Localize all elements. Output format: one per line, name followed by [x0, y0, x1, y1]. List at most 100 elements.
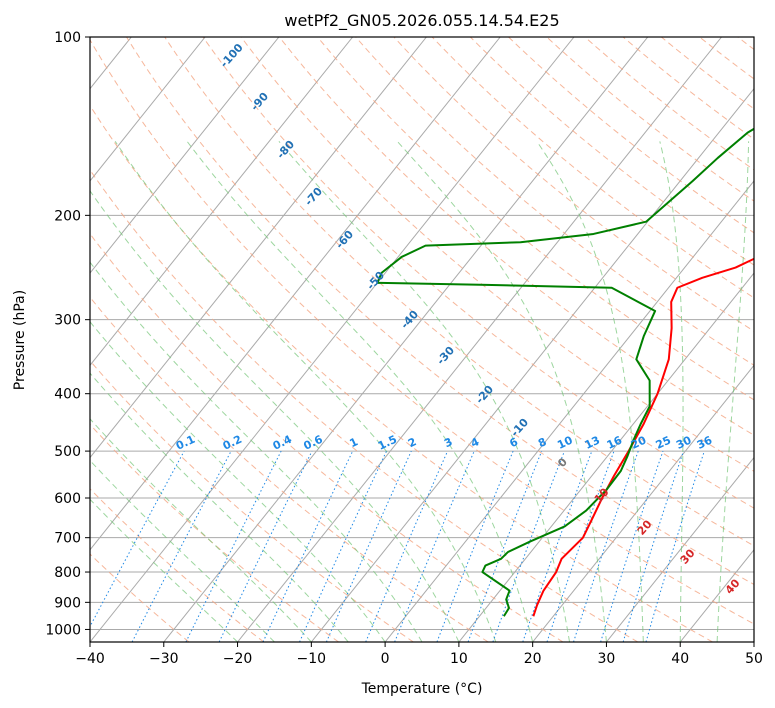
- moist-adiabat-line: [90, 261, 423, 642]
- dry-adiabat-line: [737, 37, 754, 51]
- isotherm-label: -60: [333, 228, 356, 252]
- isotherm-line: [679, 548, 754, 642]
- x-tick-label: −30: [149, 651, 179, 667]
- mixing-ratio-line: [394, 450, 475, 642]
- y-tick-label: 400: [54, 387, 81, 403]
- mixing-ratio-label: 20: [629, 433, 649, 451]
- y-tick-label: 800: [54, 565, 81, 581]
- mixing-ratio-line: [573, 450, 639, 642]
- mixing-ratio-label: 3: [442, 435, 454, 450]
- dry-adiabat-line: [355, 37, 754, 366]
- y-tick-label: 1000: [45, 622, 81, 638]
- mixing-ratio-line: [546, 450, 615, 642]
- dry-adiabat-line: [90, 169, 639, 642]
- dry-adiabat-line: [584, 37, 754, 171]
- mixing-ratio-label: 36: [695, 433, 715, 451]
- mixing-ratio-line: [365, 450, 449, 642]
- mixing-ratio-label: 1.5: [376, 433, 399, 453]
- isotherm-label: -90: [248, 90, 271, 114]
- y-tick-label: 700: [54, 531, 81, 547]
- isotherm-line: [90, 37, 501, 551]
- isotherm-line: [532, 364, 754, 642]
- isotherm-label: -20: [473, 383, 496, 407]
- dry-adiabat-line: [202, 37, 754, 509]
- isotherm-line: [384, 180, 754, 642]
- mixing-ratio-line: [325, 450, 412, 642]
- moist-adiabat-line: [396, 140, 607, 642]
- mixing-ratio-line: [299, 450, 387, 642]
- isotherm-label: 0: [555, 455, 570, 470]
- isotherm-label: -30: [434, 344, 457, 368]
- isotherm-line: [237, 37, 722, 642]
- mixing-ratio-line: [622, 450, 684, 642]
- x-tick-label: 50: [745, 651, 763, 667]
- moist-adiabat-line: [716, 141, 750, 642]
- mixing-ratio-label: 13: [583, 434, 602, 452]
- dry-adiabat-line: [508, 37, 754, 234]
- mixing-ratio-line: [600, 450, 664, 642]
- mixing-ratio-line: [218, 450, 313, 642]
- isotherm-line: [90, 37, 575, 642]
- dry-adiabat-line: [240, 37, 754, 472]
- x-tick-label: 20: [524, 651, 542, 667]
- dewpoint-profile-line: [376, 127, 754, 617]
- moist-adiabat-line: [278, 140, 571, 642]
- x-tick-label: 10: [450, 651, 468, 667]
- dry-adiabat-line: [278, 37, 754, 436]
- y-tick-label: 200: [54, 208, 81, 224]
- y-tick-label: 500: [54, 444, 81, 460]
- dry-adiabat-line: [546, 37, 754, 202]
- isotherm-line: [90, 37, 280, 274]
- temperature-profile-line: [532, 257, 754, 617]
- x-tick-label: 40: [671, 651, 689, 667]
- mixing-ratio-label: 4: [469, 435, 482, 450]
- moist-adiabat-line: [90, 190, 460, 642]
- dry-adiabat-line: [393, 37, 754, 332]
- mixing-ratio-label: 2: [406, 435, 418, 450]
- isotherm-label: -40: [398, 308, 421, 332]
- moist-adiabat-line: [90, 418, 312, 642]
- mixing-ratio-line: [645, 450, 705, 642]
- mixing-ratio-line: [262, 450, 354, 642]
- isotherm-label: -80: [274, 138, 297, 162]
- moist-adiabat-line: [90, 498, 238, 642]
- mixing-ratio-label: 1: [348, 435, 360, 450]
- isotherm-line: [753, 641, 754, 642]
- mixing-ratio-label: 8: [536, 435, 548, 450]
- moist-adiabat-line: [186, 141, 534, 642]
- dry-adiabat-line: [317, 37, 754, 401]
- isotherm-line: [90, 37, 427, 459]
- mixing-ratio-label: 30: [674, 433, 694, 451]
- mixing-ratio-line: [436, 450, 514, 642]
- dry-adiabat-line: [90, 104, 713, 642]
- mixing-ratio-line: [90, 450, 185, 628]
- mixing-ratio-label: 16: [605, 433, 625, 451]
- mixing-ratio-line: [185, 450, 282, 642]
- chart-title: wetPf2_GN05.2026.055.14.54.E25: [284, 11, 559, 31]
- mixing-ratio-label: 0.4: [271, 433, 294, 453]
- moist-adiabat-line: [659, 141, 684, 642]
- y-tick-label: 600: [54, 491, 81, 507]
- mixing-ratio-label: 25: [654, 434, 673, 452]
- moist-adiabat-line: [90, 372, 349, 642]
- y-tick-label: 900: [54, 595, 81, 611]
- x-axis-title: Temperature (°C): [361, 681, 483, 697]
- isotherm-line: [90, 37, 206, 182]
- x-tick-label: 30: [598, 651, 616, 667]
- dry-adiabat-line: [90, 232, 564, 642]
- dry-adiabat-line: [661, 37, 754, 110]
- isotherm-line: [458, 272, 754, 642]
- dry-adiabat-line: [90, 553, 190, 642]
- y-tick-label: 300: [54, 313, 81, 329]
- x-tick-label: 0: [381, 651, 390, 667]
- isotherm-label: 40: [723, 576, 743, 596]
- dry-adiabat-line: [90, 38, 754, 625]
- dry-adiabat-line: [469, 37, 754, 266]
- isotherm-line: [163, 37, 649, 642]
- x-tick-label: −10: [297, 651, 327, 667]
- plot-frame: [89, 36, 755, 643]
- x-tick-label: −20: [223, 651, 253, 667]
- mixing-ratio-line: [522, 450, 593, 642]
- dry-adiabat-line: [431, 37, 754, 299]
